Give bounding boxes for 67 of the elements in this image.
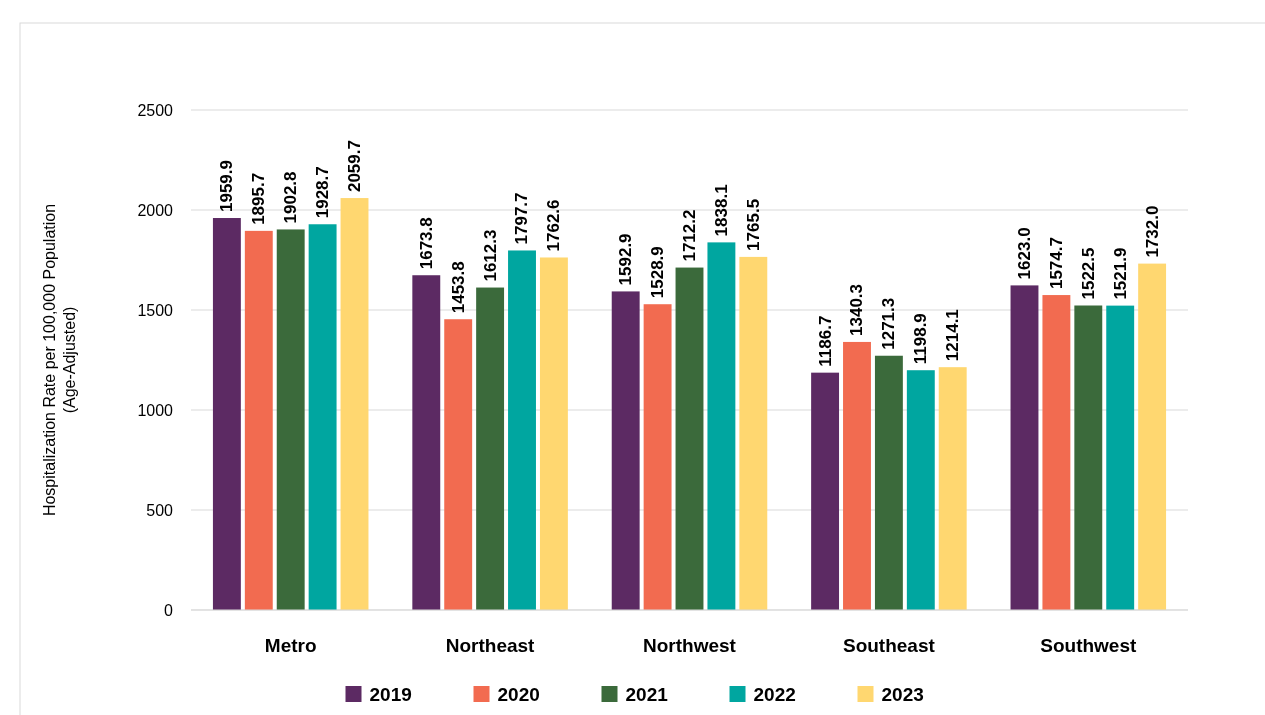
bar [1074, 305, 1103, 610]
data-label: 1673.8 [416, 217, 436, 270]
bar [1010, 285, 1039, 610]
data-label: 1623.0 [1014, 227, 1034, 280]
data-label: 1522.5 [1078, 247, 1098, 300]
y-axis-title: Hospitalization Rate per 100,000 Population (Age-Adjusted) [41, 203, 78, 517]
data-label: 1198.9 [911, 313, 931, 365]
bar [811, 372, 840, 610]
data-label: 1762.6 [544, 199, 564, 252]
bar [476, 287, 505, 610]
bar [906, 370, 935, 610]
data-label: 1592.9 [616, 233, 636, 286]
bar [874, 355, 903, 610]
y-tick-label: 2000 [137, 201, 174, 219]
legend-label: 2022 [753, 683, 796, 705]
data-label: 1838.1 [711, 184, 731, 237]
data-label: 1214.1 [943, 309, 963, 362]
data-label: 1574.7 [1046, 237, 1066, 290]
data-label: 1765.5 [743, 198, 763, 251]
y-tick-label: 1000 [137, 401, 174, 419]
bar [1138, 263, 1167, 610]
x-tick-label: Northeast [445, 634, 536, 656]
data-label: 1797.7 [512, 192, 532, 245]
bar [244, 230, 273, 610]
bar [643, 304, 672, 610]
bar [412, 275, 441, 610]
bar [444, 319, 473, 610]
legend-label: 2023 [881, 683, 924, 705]
legend-label: 2020 [497, 683, 540, 705]
data-label: 1732.0 [1142, 205, 1162, 258]
bar [675, 267, 704, 610]
bar [611, 291, 640, 610]
data-label: 1271.3 [879, 297, 899, 350]
bar [276, 229, 305, 610]
bar [843, 341, 871, 610]
data-label: 1928.7 [313, 166, 333, 219]
x-tick-label: Northwest [643, 634, 737, 656]
bar [739, 256, 768, 610]
bar [707, 242, 736, 610]
bar [340, 198, 369, 610]
data-label: 1895.7 [249, 172, 269, 225]
bar [508, 250, 536, 610]
bar [212, 218, 241, 610]
data-label: 1453.8 [448, 261, 468, 314]
y-tick-label: 500 [146, 501, 174, 519]
bar [1042, 295, 1071, 610]
data-label: 1528.9 [648, 246, 668, 299]
x-tick-label: Southwest [1040, 634, 1137, 656]
data-label: 1959.9 [217, 160, 237, 213]
legend-label: 2021 [625, 683, 669, 705]
data-label: 1521.9 [1110, 247, 1130, 300]
data-label: 1186.7 [815, 315, 835, 367]
bar [539, 257, 568, 610]
y-tick-label: 0 [164, 601, 174, 619]
data-label: 2059.7 [345, 140, 365, 193]
bar [1106, 305, 1135, 610]
bar [938, 367, 967, 610]
x-tick-label: Metro [264, 634, 317, 656]
data-label: 1902.8 [281, 171, 301, 224]
bar [308, 224, 337, 610]
data-label: 1612.3 [480, 229, 500, 282]
x-tick-label: Southeast [842, 634, 936, 656]
y-tick-label: 1500 [137, 301, 174, 319]
data-label: 1712.2 [680, 209, 699, 262]
y-tick-label: 2500 [137, 101, 174, 119]
data-label: 1340.3 [847, 283, 867, 336]
legend-label: 2019 [369, 683, 412, 705]
